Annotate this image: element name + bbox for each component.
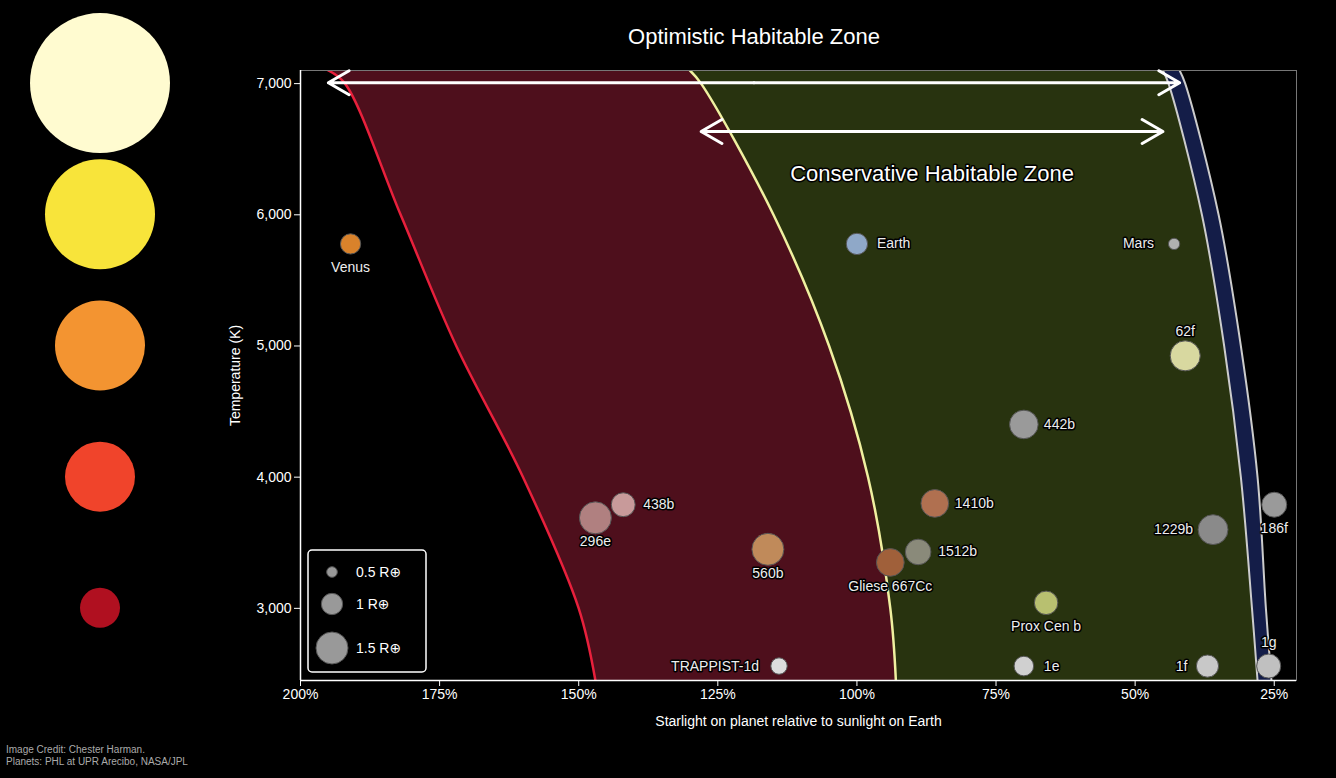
svg-text:Prox Cen b: Prox Cen b	[1011, 618, 1081, 634]
svg-text:1410b: 1410b	[955, 495, 994, 511]
svg-text:Optimistic Habitable Zone: Optimistic Habitable Zone	[628, 24, 880, 49]
svg-text:7,000: 7,000	[256, 75, 291, 91]
svg-text:438b: 438b	[643, 496, 674, 512]
svg-text:6,000: 6,000	[256, 206, 291, 222]
svg-text:25%: 25%	[1260, 686, 1288, 702]
svg-text:Mars: Mars	[1123, 235, 1154, 251]
svg-text:Conservative Habitable Zone: Conservative Habitable Zone	[790, 161, 1074, 186]
svg-text:150%: 150%	[561, 686, 597, 702]
svg-text:100%: 100%	[839, 686, 875, 702]
svg-text:75%: 75%	[982, 686, 1010, 702]
html-text:Image Credit: Chester Harman.: Image Credit: Chester Harman.	[6, 744, 145, 755]
svg-text:Venus: Venus	[331, 259, 370, 275]
html-text:Planets: PHL at UPR Arecibo, N: Planets: PHL at UPR Arecibo, NASA/JPL	[6, 756, 188, 767]
svg-text:1 R⊕: 1 R⊕	[356, 596, 390, 612]
svg-text:125%: 125%	[700, 686, 736, 702]
svg-text:1229b: 1229b	[1154, 521, 1193, 537]
svg-text:TRAPPIST-1d: TRAPPIST-1d	[671, 658, 759, 674]
svg-text:1g: 1g	[1261, 634, 1277, 650]
svg-text:200%: 200%	[283, 686, 319, 702]
svg-text:442b: 442b	[1044, 416, 1075, 432]
svg-text:3,000: 3,000	[256, 600, 291, 616]
svg-text:Gliese 667Cc: Gliese 667Cc	[848, 578, 932, 594]
svg-text:1e: 1e	[1044, 658, 1060, 674]
svg-text:5,000: 5,000	[256, 337, 291, 353]
svg-text:1.5 R⊕: 1.5 R⊕	[356, 640, 401, 656]
svg-text:0.5 R⊕: 0.5 R⊕	[356, 564, 401, 580]
svg-text:50%: 50%	[1121, 686, 1149, 702]
svg-text:Temperature (K): Temperature (K)	[227, 325, 243, 426]
svg-text:175%: 175%	[422, 686, 458, 702]
svg-text:Starlight on planet relative t: Starlight on planet relative to sunlight…	[655, 713, 941, 729]
svg-text:186f: 186f	[1261, 520, 1288, 536]
svg-text:Earth: Earth	[877, 235, 910, 251]
svg-text:1f: 1f	[1176, 658, 1188, 674]
svg-text:62f: 62f	[1175, 323, 1195, 339]
svg-text:296e: 296e	[580, 533, 611, 549]
svg-text:1512b: 1512b	[938, 543, 977, 559]
svg-text:560b: 560b	[752, 565, 783, 581]
svg-text:4,000: 4,000	[256, 469, 291, 485]
